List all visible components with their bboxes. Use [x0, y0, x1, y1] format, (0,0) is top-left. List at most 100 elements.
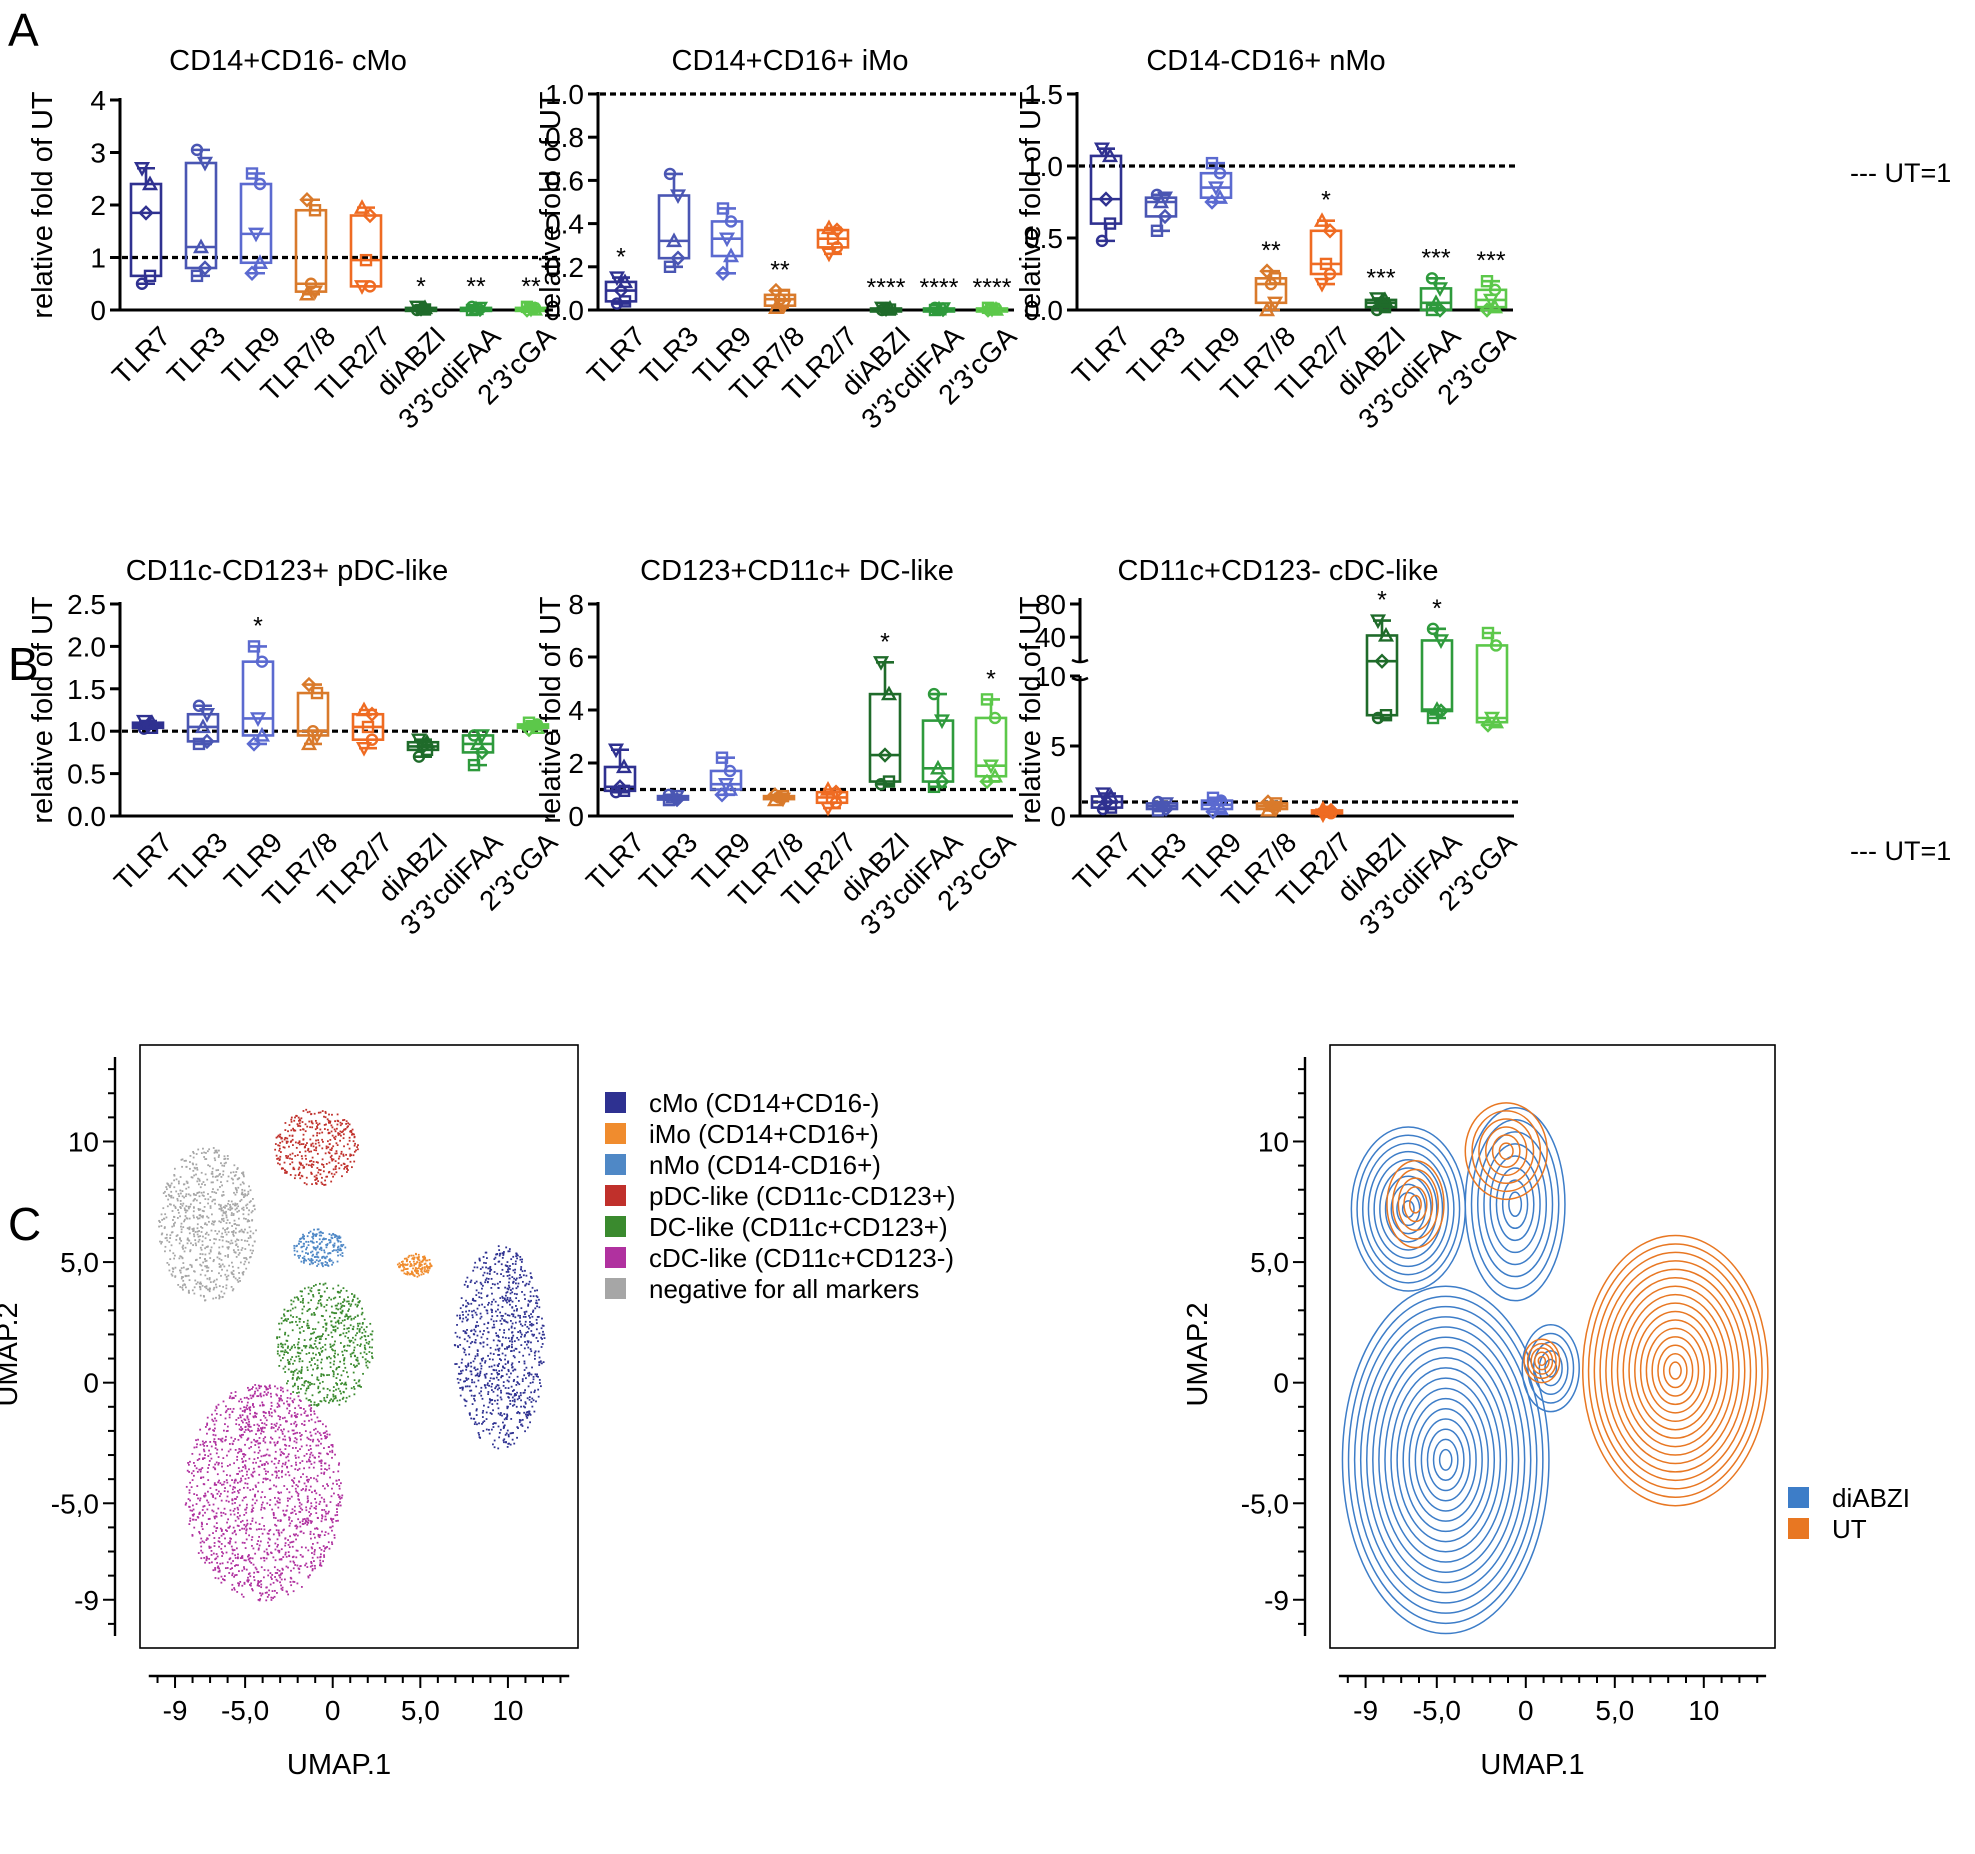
cell-point: [228, 1264, 231, 1267]
cell-point: [281, 1572, 284, 1575]
cell-point: [232, 1407, 235, 1410]
cell-point: [515, 1297, 518, 1300]
data-point: [767, 299, 785, 315]
cell-point: [469, 1281, 472, 1284]
cell-point: [213, 1221, 215, 1224]
cell-point: [193, 1270, 196, 1273]
cell-point: [418, 1274, 421, 1277]
data-point: [873, 301, 891, 317]
cell-point: [296, 1123, 299, 1126]
cell-point: [343, 1358, 346, 1361]
cell-point: [307, 1380, 309, 1383]
cell-point: [349, 1305, 352, 1307]
cell-point: [231, 1583, 234, 1586]
cell-point: [296, 1377, 299, 1380]
cell-point: [280, 1136, 283, 1139]
cell-point: [470, 1365, 473, 1368]
cell-point: [317, 1256, 320, 1259]
cell-point: [345, 1396, 348, 1399]
cell-point: [282, 1462, 284, 1465]
cell-point: [336, 1144, 339, 1147]
cell-point: [314, 1233, 316, 1236]
cell-point: [294, 1414, 297, 1417]
cell-point: [289, 1314, 292, 1317]
cell-point: [531, 1366, 533, 1369]
cell-point: [493, 1422, 496, 1424]
cell-point: [354, 1316, 357, 1319]
cell-point: [304, 1564, 307, 1567]
cell-point: [277, 1529, 280, 1532]
cell-point: [338, 1485, 341, 1487]
cell-point: [254, 1440, 257, 1443]
cell-point: [356, 1356, 359, 1359]
cell-point: [497, 1425, 500, 1428]
cell-point: [473, 1309, 475, 1312]
cell-point: [236, 1167, 239, 1169]
cell-point: [218, 1294, 221, 1297]
cell-point: [241, 1469, 243, 1472]
cell-point: [286, 1347, 289, 1349]
cell-point: [334, 1352, 336, 1355]
cell-point: [174, 1221, 176, 1224]
cell-point: [191, 1518, 194, 1521]
data-point: [301, 676, 317, 693]
cell-point: [329, 1258, 331, 1261]
data-point: [1157, 208, 1173, 225]
cell-point: [200, 1191, 203, 1194]
cell-point: [296, 1250, 299, 1253]
cell-point: [421, 1271, 424, 1274]
cell-point: [260, 1506, 263, 1509]
cell-point: [490, 1428, 493, 1431]
box-3-3-cdifaa-a1: **: [459, 273, 493, 318]
cell-point: [348, 1136, 351, 1139]
cell-point: [268, 1385, 271, 1388]
cell-point: [259, 1419, 262, 1421]
cell-point: [227, 1231, 230, 1234]
cell-point: [209, 1239, 211, 1241]
cell-point: [264, 1436, 267, 1439]
cell-point: [197, 1497, 199, 1500]
cell-point: [331, 1456, 333, 1459]
cell-point: [276, 1336, 278, 1339]
cell-point: [321, 1256, 324, 1258]
cell-point: [280, 1317, 283, 1320]
cell-point: [195, 1503, 198, 1505]
cell-point: [306, 1501, 309, 1504]
chart-title-b1: CD11c-CD123+ pDC-like: [126, 555, 449, 587]
cell-point: [356, 1146, 359, 1148]
x-tick-label-tlr3: TLR3: [1122, 826, 1192, 896]
cell-point: [238, 1529, 241, 1532]
cell-point: [415, 1262, 417, 1265]
cell-point: [524, 1315, 527, 1318]
cell-point: [246, 1401, 249, 1404]
cell-point: [411, 1273, 414, 1275]
cell-point: [290, 1116, 293, 1119]
cell-point: [259, 1592, 261, 1595]
cell-point: [497, 1349, 500, 1352]
y-tick-label-b1: 1.5: [67, 674, 106, 705]
cell-point: [173, 1216, 176, 1218]
cell-point: [223, 1162, 226, 1165]
cell-point: [187, 1267, 190, 1270]
cell-point: [170, 1244, 173, 1247]
cell-point: [245, 1406, 248, 1409]
cell-point: [296, 1415, 298, 1418]
cell-point: [234, 1231, 237, 1234]
cell-point: [340, 1249, 343, 1252]
cell-point: [188, 1228, 191, 1231]
data-point: [1313, 277, 1331, 293]
chart-title-b3: CD11c+CD123- cDC-like: [1118, 555, 1439, 587]
cell-point: [212, 1569, 215, 1572]
cell-point: [207, 1266, 210, 1269]
cell-point: [214, 1202, 216, 1205]
cell-point: [357, 1325, 360, 1327]
cell-point: [464, 1385, 467, 1388]
data-point: [715, 265, 731, 281]
cell-point: [262, 1440, 265, 1442]
cell-point: [299, 1400, 302, 1402]
cell-point: [214, 1417, 216, 1420]
cell-point: [345, 1383, 348, 1386]
cell-point: [287, 1593, 290, 1596]
cell-point: [297, 1116, 300, 1119]
cell-point: [470, 1394, 473, 1397]
